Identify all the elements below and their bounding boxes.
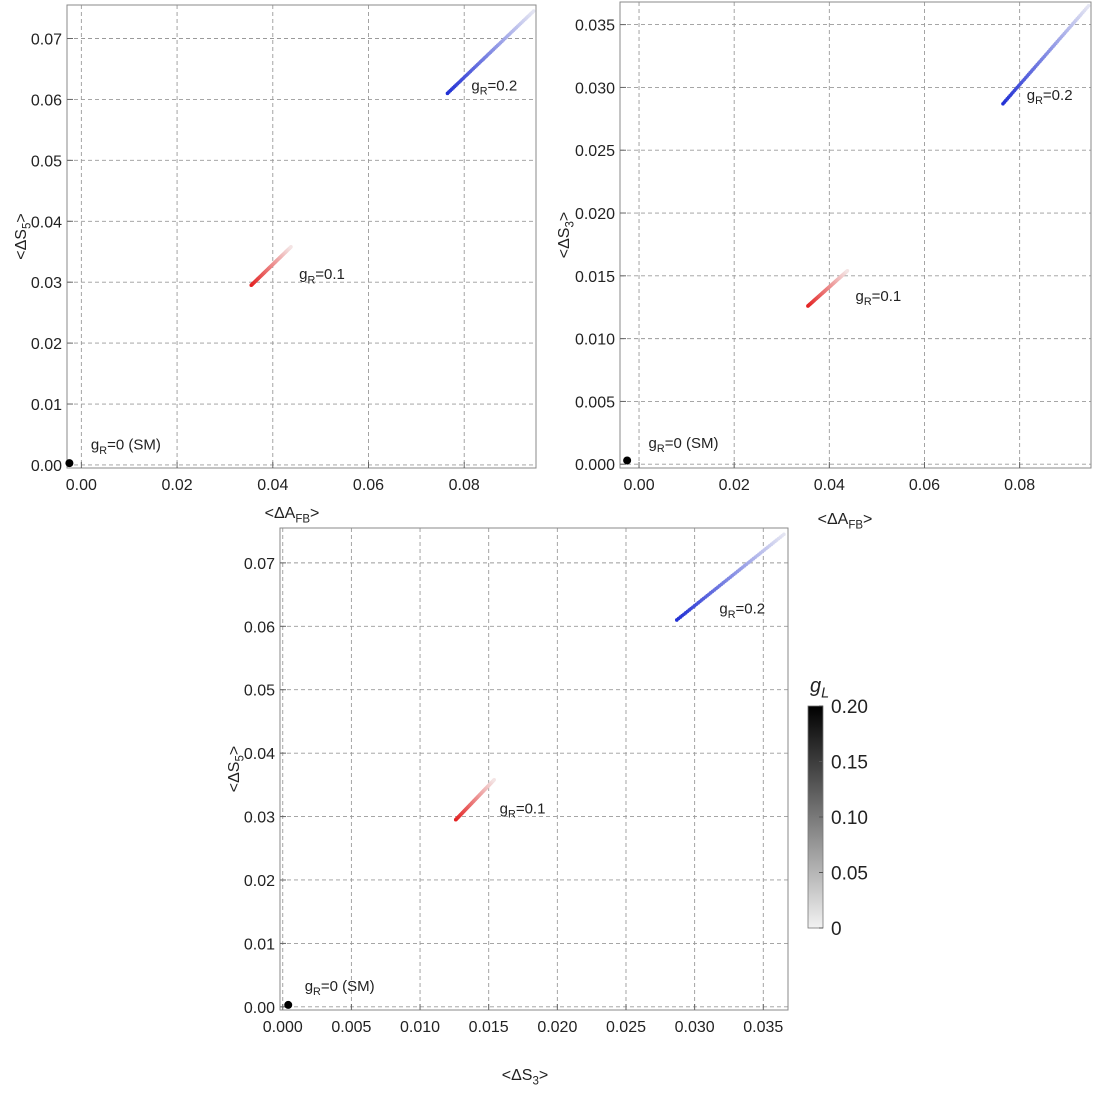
data-point [289,245,293,249]
y-tick-label: 0.02 [31,336,62,353]
x-tick-label: 0.015 [469,1019,509,1036]
series-0.1: gR=0.1 [806,268,902,308]
y-tick-label: 0.01 [244,936,275,953]
series-0.1: gR=0.1 [453,777,546,822]
y-axis-label: <ΔS5> [13,213,33,259]
colorbar-tick-label: 0.15 [831,753,868,774]
y-tick-label: 0.025 [575,143,615,160]
y-tick-label: 0.030 [575,80,615,97]
colorbar-tick-label: 0.05 [831,864,868,885]
y-tick-label: 0.07 [244,556,275,573]
x-tick-label: 0.035 [743,1019,783,1036]
data-point [782,532,786,537]
scatter-panel-3: 0.000 0.005 0.010 0.015 0.020 0.025 0.030 0.035… [226,527,789,1087]
x-tick-label: 0.02 [162,477,193,494]
plot-frame [619,1,1092,469]
x-tick-label: 0.08 [449,477,480,494]
x-tick-label: 0.04 [257,477,288,494]
plot-frame [279,527,789,1011]
y-tick-label: 0.035 [575,18,615,35]
colorbar-tick-label: 0 [831,919,842,940]
series-label: gR=0.2 [471,77,517,97]
x-tick-label: 0.06 [909,477,940,494]
series-0.1: gR=0.1 [249,245,345,288]
y-tick-label: 0.000 [575,457,615,474]
series-label: gR=0.1 [856,288,902,308]
y-tick-label: 0.05 [31,153,62,170]
series-0sm: gR=0 (SM) [623,435,718,465]
x-tick-label: 0.04 [814,477,845,494]
x-tick-label: 0.000 [263,1019,303,1036]
series-label: gR=0 (SM) [649,435,719,455]
data-point [492,777,496,782]
colorbar-title: gL [810,675,829,702]
x-tick-label: 0.00 [66,477,97,494]
y-tick-label: 0.05 [244,683,275,700]
y-tick-label: 0.06 [31,92,62,109]
y-tick-label: 0.07 [31,32,62,49]
data-point-sm [284,1000,293,1009]
x-axis-label: <ΔAFB> [818,511,873,531]
y-tick-label: 0.03 [244,810,275,827]
y-tick-label: 0.03 [31,275,62,292]
y-tick-label: 0.04 [244,746,275,763]
series-0.2: gR=0.2 [1001,3,1091,107]
series-label: gR=0 (SM) [91,437,161,457]
data-point [1086,3,1091,8]
x-axis-label: <ΔS3> [502,1067,548,1087]
x-tick-label: 0.020 [537,1019,577,1036]
x-tick-label: 0.00 [623,477,654,494]
data-point [845,268,850,273]
series-label: gR=0.1 [500,800,546,820]
y-tick-label: 0.005 [575,394,615,411]
x-tick-label: 0.025 [606,1019,646,1036]
x-tick-label: 0.030 [675,1019,715,1036]
y-axis-label: <ΔS3> [556,212,576,258]
series-label: gR=0 (SM) [305,978,375,998]
colorbar-tick-label: 0.10 [831,808,868,829]
series-label: gR=0.1 [299,266,345,286]
series-0sm: gR=0 (SM) [65,437,161,468]
plot-frame [66,4,537,469]
x-axis-label: <ΔAFB> [265,505,320,525]
x-tick-label: 0.005 [331,1019,371,1036]
y-tick-label: 0.02 [244,873,275,890]
x-tick-label: 0.06 [353,477,384,494]
data-point-sm [65,459,74,468]
y-tick-label: 0.04 [31,214,62,231]
y-tick-label: 0.010 [575,332,615,349]
x-tick-label: 0.02 [719,477,750,494]
y-tick-label: 0.06 [244,619,275,636]
x-tick-label: 0.010 [400,1019,440,1036]
series-0sm: gR=0 (SM) [284,978,375,1009]
x-tick-label: 0.08 [1004,477,1035,494]
series-label: gR=0.2 [719,601,765,621]
colorbar-tick-label: 0.20 [831,697,868,718]
y-tick-label: 0.020 [575,206,615,223]
y-tick-label: 0.00 [244,1000,275,1017]
series-label: gR=0.2 [1027,87,1073,107]
series-0.2: gR=0.2 [674,532,786,622]
scatter-panel-1: 0.00 0.02 0.04 0.06 0.08 0.00 0.01 0.02 0.03 0.04… [13,4,537,525]
y-axis-label: <ΔS5> [226,746,246,792]
y-tick-label: 0.00 [31,458,62,475]
y-tick-label: 0.01 [31,397,62,414]
series-0.2: gR=0.2 [445,9,536,97]
y-tick-label: 0.015 [575,269,615,286]
data-point-sm [623,456,632,465]
data-point [531,9,536,13]
scatter-panel-2: 0.00 0.02 0.04 0.06 0.08 0.000 0.005 0.010 0.015… [556,1,1092,531]
